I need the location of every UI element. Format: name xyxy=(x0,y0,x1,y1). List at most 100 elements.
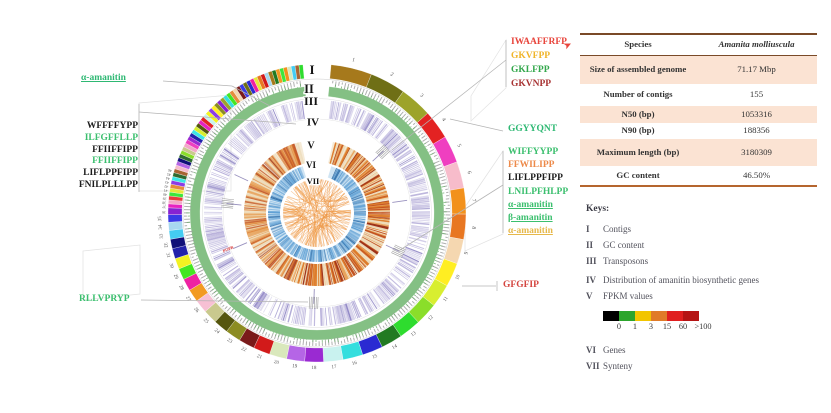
label-alpha-amanitin-gold: α-amanitin xyxy=(508,226,553,237)
svg-text:1: 1 xyxy=(351,57,355,64)
ring-numeral-IV: IV xyxy=(307,117,319,129)
svg-text:28: 28 xyxy=(177,285,184,292)
ring-IV-amanitin-genes: POPB xyxy=(221,144,408,310)
gene-annotation-block xyxy=(221,198,234,209)
ring-numeral-VII: VII xyxy=(307,176,320,186)
svg-text:9: 9 xyxy=(463,251,470,255)
svg-text:18: 18 xyxy=(311,366,317,371)
table-cell-label: N50 (bp) xyxy=(621,108,655,119)
svg-text:38: 38 xyxy=(162,200,166,204)
key-item-V: V FPKM values xyxy=(586,289,831,305)
table-cell-label: N90 (bp) xyxy=(621,125,655,136)
key-numeral: V xyxy=(586,291,593,301)
table-row: Maximum length (bp) 3180309 xyxy=(580,139,817,166)
left-peptide-list: WFFFFYPP ILFGFFLLP FFIIFFIPP FFIIFFIPP L… xyxy=(56,121,138,192)
contig-number-labels: 1234567891011121314151617181920212223242… xyxy=(158,57,477,371)
fpkm-swatch xyxy=(667,311,683,321)
svg-text:45: 45 xyxy=(166,172,171,177)
table-header-species: Species xyxy=(624,39,652,50)
table-row: N50 (bp) 1053316 xyxy=(580,106,817,123)
svg-text:37: 37 xyxy=(162,205,166,209)
label-gfgfip: GFGFIP xyxy=(503,280,539,290)
svg-text:20: 20 xyxy=(273,360,280,366)
table-cell-value: 71.17 Mbp xyxy=(737,64,776,75)
svg-text:5: 5 xyxy=(456,143,463,148)
key-label: Distribution of amanitin biosynthetic ge… xyxy=(603,275,759,285)
svg-text:11: 11 xyxy=(443,296,450,303)
ring-numeral-V: V xyxy=(307,140,315,151)
table-cell-value: 188356 xyxy=(743,125,770,136)
keys-title: Keys: xyxy=(586,204,610,214)
connector-lines: ➤ xyxy=(138,39,574,303)
ring-V-fpkm xyxy=(243,141,391,287)
genome-stats-table: Species Amanita molliuscula Size of asse… xyxy=(580,33,817,187)
key-numeral: VI xyxy=(586,345,597,355)
peptide-label: WFFFFYPP xyxy=(86,121,138,131)
svg-text:39: 39 xyxy=(163,196,167,200)
peptide-label: FFIIFFIPP xyxy=(92,156,138,167)
svg-text:21: 21 xyxy=(256,354,263,361)
svg-text:26: 26 xyxy=(192,307,199,314)
key-item-IV: IV Distribution of amanitin biosynthetic… xyxy=(586,273,831,289)
keys-legend: Keys: I Contigs II GC content III Transp… xyxy=(586,204,831,375)
svg-text:25: 25 xyxy=(202,318,209,325)
svg-text:33: 33 xyxy=(159,233,165,239)
svg-text:22: 22 xyxy=(240,347,247,354)
label-ggyyqnt: GGYYQNT xyxy=(508,124,558,134)
table-cell-value: 1053316 xyxy=(741,108,772,119)
label-rllvpryp: RLLVPRYP xyxy=(79,294,130,304)
table-row: N90 (bp) 188356 xyxy=(580,123,817,139)
peptide-label: WIFFYYPP xyxy=(508,147,559,157)
svg-text:40: 40 xyxy=(163,192,167,196)
svg-text:34: 34 xyxy=(158,224,163,230)
peptide-label: FFWILIPP xyxy=(508,160,555,171)
fpkm-swatch xyxy=(635,311,651,321)
key-numeral: I xyxy=(586,224,590,234)
table-cell-label: Number of contigs xyxy=(603,89,673,100)
ring-III-transposons xyxy=(202,98,432,328)
label-alpha-amanitin: α-amanitin xyxy=(508,199,553,210)
svg-text:43: 43 xyxy=(165,180,170,185)
svg-text:13: 13 xyxy=(410,331,417,338)
key-numeral: IV xyxy=(586,275,597,285)
ring-numeral-III: III xyxy=(304,94,318,108)
svg-text:15: 15 xyxy=(372,354,379,361)
scale-label: 15 xyxy=(662,322,672,331)
svg-text:31: 31 xyxy=(164,252,170,259)
svg-text:27: 27 xyxy=(184,296,191,303)
gene-annotation-block xyxy=(308,296,319,310)
svg-text:46: 46 xyxy=(168,168,173,173)
svg-text:2: 2 xyxy=(389,72,394,79)
ring-II-gc-content xyxy=(182,78,452,348)
table-header-species-name: Amanita molliuscula xyxy=(718,39,795,50)
svg-text:41: 41 xyxy=(163,188,167,193)
label-alpha-amanitin-topleft: α-amanitin xyxy=(81,73,126,83)
table-cell-label: Maximum length (bp) xyxy=(596,146,680,157)
ring-numeral-I: I xyxy=(309,62,314,77)
key-item-II: II GC content xyxy=(586,238,831,254)
peptide-label: FFIIFFIPP xyxy=(92,144,138,155)
table-row: GC content 46.50% xyxy=(580,166,817,185)
scale-label: >100 xyxy=(694,322,712,331)
svg-text:42: 42 xyxy=(164,184,169,189)
ring-VI-genes xyxy=(267,165,367,263)
fpkm-swatch xyxy=(683,311,699,321)
table-row: Size of assembled genome 71.17 Mbp xyxy=(580,56,817,84)
scale-label: 1 xyxy=(632,322,638,331)
table-cell-label: GC content xyxy=(616,169,660,180)
key-label: GC content xyxy=(603,240,645,250)
fpkm-color-scale xyxy=(603,311,831,321)
gene-annotation-block xyxy=(391,244,406,258)
svg-text:35: 35 xyxy=(158,216,163,222)
peptide-label: LNILPFHLPP xyxy=(508,186,569,197)
svg-text:23: 23 xyxy=(226,338,233,345)
svg-text:6: 6 xyxy=(466,171,473,175)
peptide-label: IWAAFFRFP xyxy=(511,37,567,47)
peptide-label: ILFGFFLLP xyxy=(84,132,138,143)
svg-text:16: 16 xyxy=(352,361,359,367)
svg-text:44: 44 xyxy=(166,176,171,181)
svg-text:29: 29 xyxy=(172,274,179,281)
table-cell-value: 155 xyxy=(749,89,764,100)
key-label: Synteny xyxy=(603,361,633,371)
table-header-row: Species Amanita molliuscula xyxy=(580,35,817,56)
